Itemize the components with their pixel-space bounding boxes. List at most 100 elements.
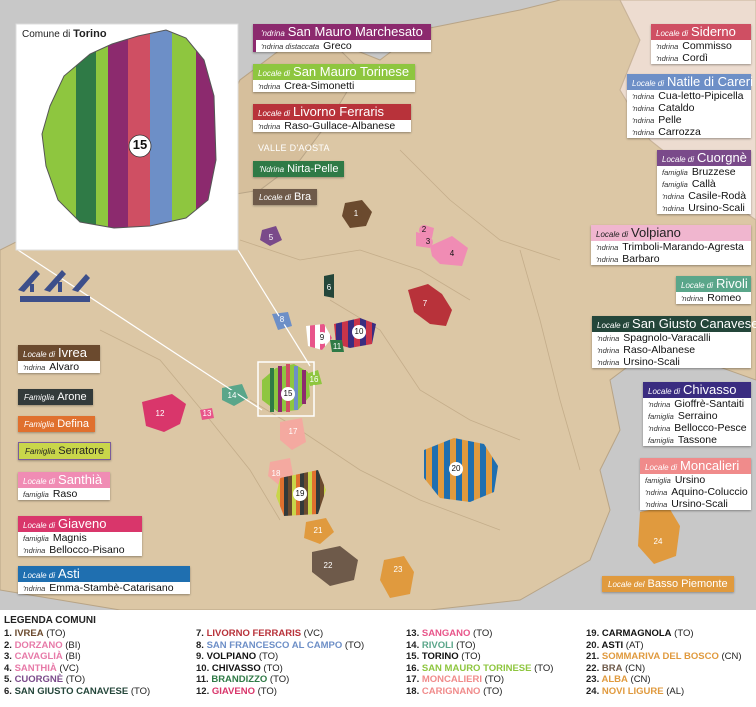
box-header: Locale di Natile di Careri [627,74,753,90]
legend-item-name: CAVAGLIÀ [14,651,63,662]
legend-item-province: (BI) [62,651,81,662]
box-header: Locale di San Mauro Torinese [253,64,415,80]
comune-novi-ligure [638,506,680,564]
legend-item: 3. CAVAGLIÀ (BI) [4,651,150,663]
legend-item-name: IVREA [14,628,44,639]
legend-panel: LEGENDA COMUNI 1. IVREA (TO) 2. DORZANO (… [0,610,756,707]
legend-item: 2. DORZANO (BI) [4,640,150,652]
legend-item-name: VOLPIANO [206,651,257,662]
box-siderno: Locale di Siderno 'ndrina Commisso 'ndrina… [651,24,751,64]
legend-item: 13. SANGANO (TO) [406,628,553,640]
legend-item-province: (VC) [56,662,79,674]
legend-item-province: (AL) [663,685,685,697]
box-giaveno: Locale di Giaveno famiglia Magnis 'ndrina B… [18,516,142,556]
legend-item-name: TORINO [421,651,459,662]
legend-item-number: 10. [196,662,212,674]
box-row: 'ndrina Trimboli-Marando-Agresta [596,241,744,253]
box-row: famiglia Raso [23,488,78,500]
box-header: Locale di Livorno Ferraris [253,104,411,120]
box-nirta-pelle: 'Ndrina Nirta-Pelle [253,161,345,177]
box-row: 'ndrina Commisso [656,40,732,52]
legend-item-name: ASTI [601,639,624,651]
legend-item-province: (TO) [671,628,694,639]
box-row: 'ndrina Bellocco-Pisano [23,544,125,556]
legend-item-province: (TO) [470,628,493,639]
legend-item-province: (TO) [260,662,283,674]
legend-item-name: CARIGNANO [421,685,481,697]
box-header: 'ndrina San Mauro Marchesato [256,24,431,40]
box-row: famiglia Serraino [648,410,718,422]
box-san-giusto: Locale di San Giusto Canavese 'ndrina Spag… [592,316,756,368]
num-15: 15 [284,389,293,398]
box-row: 'ndrina Raso-Albanese [597,344,696,356]
num-11: 11 [333,342,342,351]
legend-item-name: SOMMARIVA DEL BOSCO [601,651,719,662]
box-row: 'ndrina Raso-Gullace-Albanese [258,120,396,132]
legend-item: 9. VOLPIANO (TO) [196,651,364,663]
tag-defina: Famiglia Defina [18,416,96,432]
box-row: 'ndrina Casile-Rodà [662,190,747,202]
legend-item-province: (TO) [531,662,554,674]
box-san-mauro-torinese: Locale di San Mauro Torinese 'ndrina Crea-… [253,64,415,92]
legend-item-number: 21. [586,651,602,662]
map-number-badges: 1 2 3 4 5 6 7 8 9 10 11 12 13 14 15 16 1… [154,208,665,576]
legend-item-name: GIAVENO [211,685,255,697]
legend-column-1: 1. IVREA (TO) 2. DORZANO (BI) 3. CAVAGLIÀ … [4,628,150,697]
legend-item: 24. NOVI LIGURE (AL) [586,686,742,698]
inset-title-city: Torino [73,28,107,40]
legend-item-number: 12. [196,685,212,697]
region-label-valle-daosta: VALLE D'AOSTA [258,143,330,153]
legend-item: 5. CUORGNÈ (TO) [4,674,150,686]
legend-item: 10. CHIVASSO (TO) [196,663,364,675]
box-header: Locale di Volpiano [591,225,751,241]
legend-item-province: (TO) [43,628,66,639]
num-5: 5 [269,233,274,242]
box-header: Locale di Cuorgnè [657,150,751,166]
tag-arone: Famiglia Arone [18,389,93,405]
num-1: 1 [354,209,359,218]
legend-item-province: (CN) [718,651,742,662]
box-row: 'ndrina Ursino-Scali [597,356,680,368]
legend-item-province: (TO) [254,685,277,697]
num-22: 22 [324,561,333,570]
box-row: 'ndrina Crea-Simonetti [258,80,355,92]
legend-item-name: SANTHIÀ [14,662,57,674]
legend-item-province: (AT) [623,639,644,651]
legend-item-name: SAN FRANCESCO AL CAMPO [206,639,343,651]
legend-item: 4. SANTHIÀ (VC) [4,663,150,675]
box-row: famiglia Ursino [645,474,706,486]
legend-item-number: 16. [406,662,422,674]
box-row: 'ndrina Romeo [681,292,742,304]
legend-item-number: 18. [406,685,422,697]
box-rivoli: Locale di Rivoli 'ndrina Romeo [676,276,751,304]
box-header: Locale di Moncalieri [640,458,751,474]
box-row: 'ndrina Cataldo [632,102,695,114]
legend-item-number: 4. [4,662,15,674]
torino-outline [257,361,315,417]
num-4: 4 [450,249,455,258]
box-row: 'ndrina distaccata Greco [261,40,352,52]
legend-item-province: (TO) [453,639,476,651]
legend-item: 15. TORINO (TO) [406,651,553,663]
box-header: Locale di Santhià [18,472,110,488]
box-volpiano: Locale di Volpiano 'ndrina Trimboli-Marand… [591,225,751,265]
box-row: 'ndrina Emma-Stambè-Catarisano [23,582,174,594]
legend-item-name: LIVORNO FERRARIS [206,628,302,639]
num-3: 3 [426,237,431,246]
legend-item: 12. GIAVENO (TO) [196,686,364,698]
legend-item-number: 22. [586,662,602,674]
num-6: 6 [327,283,332,292]
legend-item-number: 19. [586,628,602,639]
box-row: 'ndrina Ursino-Scali [662,202,745,214]
num-2: 2 [422,225,427,234]
legend-item-name: SAN MAURO TORINESE [421,662,532,674]
box-header: Locale di Rivoli [676,276,751,292]
box-header: Locale di Asti [18,566,190,582]
legend-item-name: BRANDIZZO [211,674,268,685]
num-19: 19 [296,489,305,498]
box-row: 'ndrina Bellocco-Pesce [648,422,747,434]
box-header: Locale di San Giusto Canavese [592,316,756,332]
box-san-mauro-marchesato: 'ndrina San Mauro Marchesato 'ndrina dist… [253,24,431,52]
legend-item-province: (TO) [256,651,279,662]
legend-item-name: SANGANO [421,628,471,639]
